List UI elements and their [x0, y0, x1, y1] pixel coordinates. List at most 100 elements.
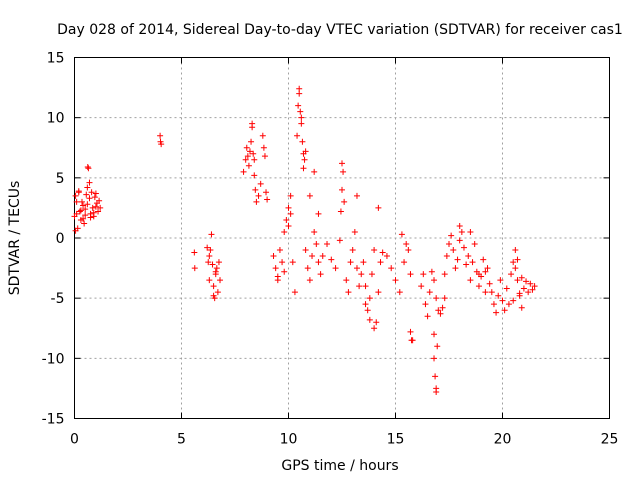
data-point: [518, 274, 525, 281]
x-tick-labels: 0 5 10 15 20 25: [70, 432, 618, 448]
data-point: [73, 198, 80, 205]
data-point: [270, 253, 277, 260]
data-point: [279, 259, 286, 266]
data-point: [368, 271, 375, 278]
data-point: [87, 214, 94, 221]
data-point: [475, 271, 482, 278]
data-point: [252, 186, 259, 193]
data-point: [281, 228, 288, 235]
data-point: [403, 241, 410, 248]
data-point: [497, 277, 504, 284]
data-point: [86, 179, 93, 186]
data-point: [418, 283, 425, 290]
data-point: [529, 286, 536, 293]
data-point: [514, 277, 521, 284]
data-point: [96, 197, 103, 204]
data-point: [356, 283, 363, 290]
data-point: [251, 156, 258, 163]
data-point: [516, 290, 523, 297]
data-point: [306, 192, 313, 199]
data-point: [439, 304, 446, 311]
data-point: [527, 280, 534, 287]
data-point: [324, 241, 331, 248]
data-point: [475, 283, 482, 290]
data-point: [248, 138, 255, 145]
data-point: [207, 247, 214, 254]
data-point: [349, 247, 356, 254]
data-point: [401, 259, 408, 266]
data-point: [299, 138, 306, 145]
data-point: [84, 184, 91, 191]
data-point: [80, 215, 87, 222]
data-point: [206, 277, 213, 284]
data-point: [311, 168, 318, 175]
data-point: [463, 261, 470, 268]
data-point: [482, 268, 489, 275]
x-tick-label: 10: [280, 432, 298, 448]
data-point: [345, 289, 352, 296]
data-point: [75, 188, 82, 195]
data-point: [490, 301, 497, 308]
data-point: [405, 247, 412, 254]
y-tick-label: 5: [56, 171, 65, 187]
data-point: [426, 289, 433, 296]
data-point: [82, 206, 89, 213]
chart-title: Day 028 of 2014, Sidereal Day-to-day VTE…: [57, 22, 623, 38]
data-point: [388, 265, 395, 272]
data-point: [92, 203, 99, 210]
data-point: [311, 228, 318, 235]
data-point: [435, 307, 442, 314]
x-tick-label: 20: [494, 432, 512, 448]
data-point: [205, 259, 212, 266]
data-point: [315, 259, 322, 266]
data-point: [471, 241, 478, 248]
data-point: [294, 132, 301, 139]
data-point: [209, 261, 216, 268]
data-point: [458, 228, 465, 235]
data-point: [157, 132, 164, 139]
data-point: [501, 307, 508, 314]
data-point: [244, 153, 251, 160]
data-point: [469, 259, 476, 266]
data-point: [460, 244, 467, 251]
data-point: [302, 247, 309, 254]
data-point: [281, 268, 288, 275]
data-point: [450, 247, 457, 254]
data-point: [499, 297, 506, 304]
x-tick-label: 5: [177, 432, 186, 448]
data-point: [214, 289, 221, 296]
data-point: [452, 265, 459, 272]
data-point: [328, 256, 335, 263]
data-point: [375, 289, 382, 296]
ticks: [74, 57, 610, 419]
data-point: [82, 212, 89, 219]
data-point: [90, 209, 97, 216]
data-point: [289, 259, 296, 266]
data-point: [510, 297, 517, 304]
data-point: [285, 222, 292, 229]
data-point: [398, 231, 405, 238]
data-point: [261, 153, 268, 160]
data-point: [467, 277, 474, 284]
data-point: [332, 265, 339, 272]
data-point: [337, 208, 344, 215]
data-point: [518, 304, 525, 311]
data-point: [362, 301, 369, 308]
x-axis-label: GPS time / hours: [281, 458, 398, 474]
data-point: [341, 198, 348, 205]
data-point: [396, 289, 403, 296]
x-tick-label: 25: [601, 432, 619, 448]
data-point: [204, 244, 211, 251]
data-point: [456, 222, 463, 229]
data-point: [520, 285, 527, 292]
data-point: [274, 273, 281, 280]
y-tick-label: -5: [51, 291, 65, 307]
data-point: [484, 265, 491, 272]
data-point: [83, 191, 90, 198]
data-point: [437, 310, 444, 317]
data-point: [433, 389, 440, 396]
data-point: [454, 256, 461, 263]
data-point: [91, 194, 98, 201]
data-point: [72, 192, 79, 199]
data-point: [84, 201, 91, 208]
